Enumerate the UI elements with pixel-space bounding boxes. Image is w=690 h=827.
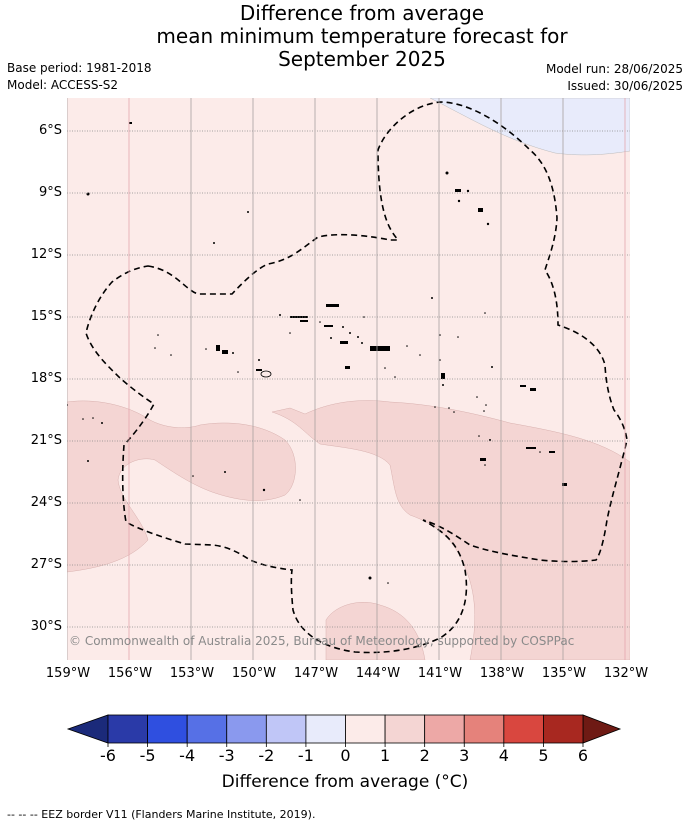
- base-period-text: Base period: 1981-2018: [7, 61, 152, 75]
- lon-label: 159°W: [45, 666, 91, 681]
- lon-label: 156°W: [107, 666, 153, 681]
- colorbar-tick-label: 1: [379, 746, 391, 765]
- lon-label: 135°W: [541, 666, 587, 681]
- colorbar-tick-label: 6: [577, 746, 589, 765]
- lon-label: 147°W: [293, 666, 339, 681]
- island-markers: [67, 122, 567, 584]
- colorbar-segment: [147, 714, 188, 744]
- colorbar-tick-label: -1: [297, 746, 314, 765]
- model-text: Model: ACCESS-S2: [7, 78, 119, 92]
- colorbar-tick-label: 3: [459, 746, 470, 765]
- colorbar-segment: [424, 714, 465, 744]
- anomaly-1-2-region-east: [271, 400, 630, 660]
- colorbar-segment: [384, 714, 426, 744]
- lat-label: 15°S: [30, 309, 62, 324]
- lon-label: 150°W: [231, 666, 277, 681]
- eez-border: [85, 101, 628, 654]
- atoll-outline: [260, 370, 272, 378]
- lon-label: 144°W: [355, 666, 401, 681]
- map-title-line-2: mean minimum temperature forecast for: [156, 24, 568, 48]
- colorbar-tick-label: 0: [340, 746, 351, 765]
- colorbar-segment: [543, 714, 584, 744]
- colorbar-segment: [265, 714, 307, 744]
- eez-footnote: -- -- -- EEZ border V11 (Flanders Marine…: [7, 808, 316, 821]
- lat-label: 6°S: [38, 123, 62, 138]
- colorbar-tick-label: -2: [258, 746, 275, 765]
- colorbar: [66, 714, 622, 747]
- colorbar-tick-label: -6: [100, 746, 116, 765]
- colorbar-tick-label: 4: [498, 746, 509, 765]
- colorbar-tick-label: 5: [538, 746, 549, 765]
- colorbar-tick-label: -5: [139, 746, 156, 765]
- colorbar-segment: [503, 714, 544, 744]
- lon-label: 132°W: [603, 666, 649, 681]
- colorbar-segment: [107, 714, 148, 744]
- map-title-line-1: Difference from average: [239, 1, 485, 25]
- anomaly-1-2-region-south: [325, 602, 426, 660]
- colorbar-tick-label: 2: [419, 746, 430, 765]
- lat-label: 12°S: [30, 247, 62, 262]
- lat-label: 9°S: [38, 185, 62, 200]
- colorbar-segment: [345, 714, 386, 744]
- lat-label: 24°S: [30, 495, 62, 510]
- issued-text: Issued: 30/06/2025: [567, 79, 683, 93]
- map-title-line-3: September 2025: [278, 47, 446, 71]
- longitude-gridlines: [67, 98, 626, 660]
- colorbar-segment: [226, 714, 267, 744]
- colorbar-title: Difference from average (°C): [221, 772, 469, 792]
- colorbar-tick-label: -3: [218, 746, 235, 765]
- colorbar-segment: [305, 714, 346, 744]
- model-run-text: Model run: 28/06/2025: [545, 62, 683, 76]
- colorbar-over-arrow: [582, 714, 622, 744]
- lon-label: 138°W: [479, 666, 525, 681]
- lon-label: 153°W: [169, 666, 215, 681]
- lon-label: 141°W: [417, 666, 463, 681]
- anomaly-1-2-region-west: [67, 400, 296, 573]
- colorbar-segment: [463, 714, 505, 744]
- lat-label: 18°S: [30, 371, 62, 386]
- lat-label: 27°S: [30, 557, 62, 572]
- lat-label: 21°S: [30, 433, 62, 448]
- colorbar-segment: [186, 714, 228, 744]
- lat-label: 30°S: [30, 619, 62, 634]
- copyright-notice: © Commonwealth of Australia 2025, Bureau…: [69, 634, 575, 648]
- colorbar-under-arrow: [66, 714, 109, 744]
- colorbar-tick-label: -4: [179, 746, 196, 765]
